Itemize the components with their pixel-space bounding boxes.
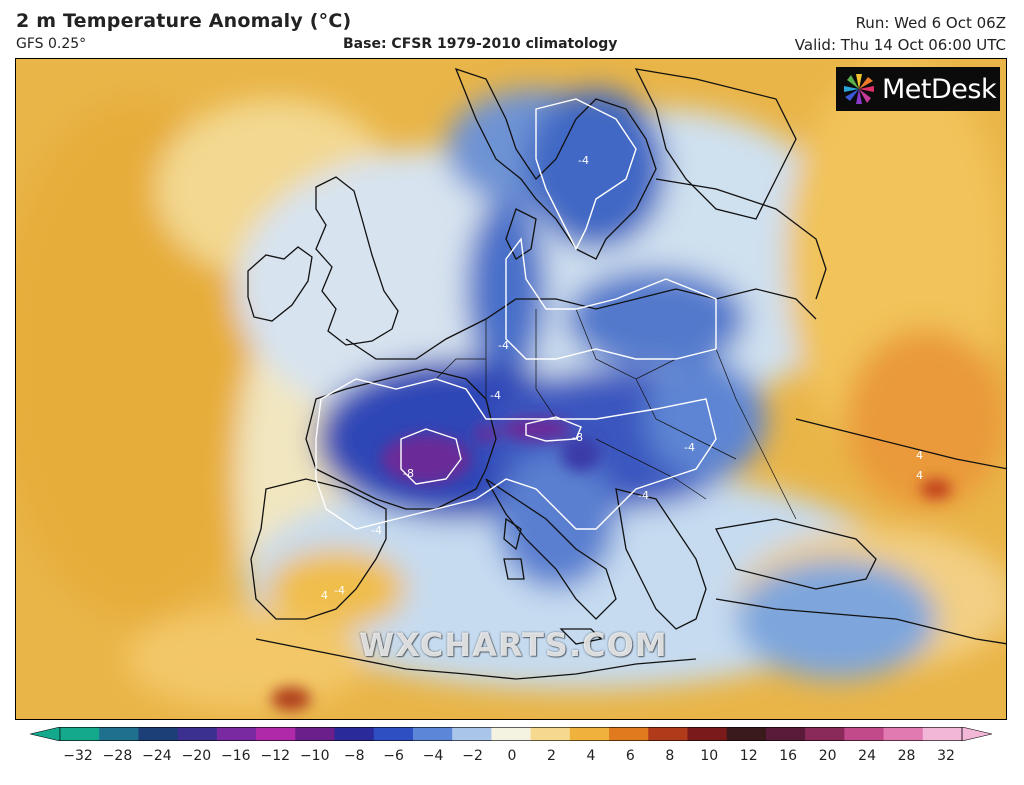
colorbar-cell: [569, 727, 610, 741]
contour-label: -8: [403, 467, 414, 480]
run-label: Run: Wed 6 Oct 06Z: [855, 14, 1006, 32]
colorbar-cell: [805, 727, 845, 741]
valid-time-label: Valid: Thu 14 Oct 06:00 UTC: [794, 36, 1006, 54]
map-title: 2 m Temperature Anomaly (°C): [16, 10, 352, 32]
colorbar-cell: [373, 727, 414, 741]
contour-label: -4: [371, 524, 382, 537]
model-label: GFS 0.25°: [16, 36, 87, 52]
colorbar-tick-label: −24: [142, 748, 172, 764]
contour-label-group: -4 -4 -8 -4 -4 -4 -8 -4 -4 4 4 4: [321, 154, 923, 602]
country-borders: [435, 308, 797, 520]
colorbar-min-arrow: [30, 727, 61, 741]
contour-label: -4: [684, 441, 695, 454]
metdesk-logo: MetDesk: [836, 67, 1000, 111]
colorbar-cell: [216, 727, 257, 741]
colorbar-cell: [883, 727, 924, 741]
colorbar-tick-label: −6: [383, 748, 404, 764]
colorbar-cell: [99, 727, 139, 741]
colorbar-tick-label: 10: [700, 748, 719, 764]
colorbar-tick-label: 32: [937, 748, 955, 764]
colorbar-cell: [138, 727, 179, 741]
colorbar-cell: [726, 727, 767, 741]
colorbar-tick-label: −12: [260, 748, 291, 764]
climatology-base-label: Base: CFSR 1979-2010 climatology: [343, 36, 618, 52]
colorbar-cell: [609, 727, 649, 741]
colorbar-tick-label: −28: [102, 748, 133, 764]
colorbar-tick-label: 24: [858, 748, 876, 764]
colorbar-tick-label: 2: [546, 748, 556, 764]
colorbar-cell: [648, 727, 688, 741]
colorbar-tick-label: 28: [897, 748, 916, 764]
colorbar-cell: [412, 727, 453, 741]
metdesk-logo-mark-icon: [844, 74, 874, 104]
colorbar-tick-label: −10: [299, 748, 330, 764]
colorbar-tick-label: 4: [586, 748, 596, 764]
contour-label: -4: [490, 389, 501, 402]
colorbar-tick-label: −8: [343, 748, 365, 764]
colorbar-cell: [452, 727, 492, 741]
anomaly-shading: [16, 59, 1006, 709]
contour-label: -4: [498, 339, 509, 352]
colorbar-cell: [334, 727, 375, 741]
colorbar: [30, 727, 992, 741]
anomaly-contours: [315, 98, 717, 530]
contour-label: 4: [916, 469, 923, 482]
colorbar-cell: [687, 727, 728, 741]
colorbar-cell: [530, 727, 571, 741]
coastlines: [247, 67, 1006, 680]
colorbar-cell: [765, 727, 806, 741]
contour-label: -8: [572, 431, 583, 444]
colorbar-tick-label: −20: [181, 748, 212, 764]
colorbar-cell: [922, 727, 963, 741]
colorbar-cell: [256, 727, 296, 741]
colorbar-tick-label: −32: [63, 748, 93, 764]
contour-label: 4: [321, 589, 328, 602]
colorbar-tick-label: −2: [462, 748, 483, 764]
contour-label: -4: [578, 154, 589, 167]
colorbar-tick-label: 20: [818, 748, 837, 764]
colorbar-ticks: −32 −28 −24 −20 −16 −12 −10 −8 −6 −4 −2 0 2 4 6 8 10 12 16…: [0, 748, 1024, 768]
contour-label: -4: [334, 584, 345, 597]
colorbar-tick-label: 8: [665, 748, 675, 764]
colorbar-tick-label: 12: [739, 748, 758, 764]
contour-label: -4: [638, 489, 649, 502]
anomaly-map: -4 -4 -8 -4 -4 -4 -8 -4 -4 4 4 4: [15, 58, 1007, 720]
wxcharts-watermark: WXCHARTS.COM: [359, 626, 668, 664]
colorbar-tick-label: 16: [779, 748, 798, 764]
map-canvas: -4 -4 -8 -4 -4 -4 -8 -4 -4 4 4 4: [16, 59, 1006, 719]
colorbar-max-arrow: [961, 727, 992, 741]
colorbar-cell: [177, 727, 218, 741]
colorbar-tick-label: 6: [625, 748, 635, 764]
colorbar-tick-label: −4: [422, 748, 444, 764]
colorbar-cell: [295, 727, 336, 741]
colorbar-tick-label: −16: [221, 748, 251, 764]
metdesk-logo-text: MetDesk: [882, 73, 997, 105]
colorbar-cell: [60, 727, 100, 741]
colorbar-tick-label: 0: [507, 748, 517, 764]
colorbar-cells: [30, 727, 992, 741]
colorbar-border: [59, 727, 963, 741]
contour-label: 4: [916, 449, 923, 462]
colorbar-cell: [844, 727, 885, 741]
colorbar-cell: [491, 727, 532, 741]
